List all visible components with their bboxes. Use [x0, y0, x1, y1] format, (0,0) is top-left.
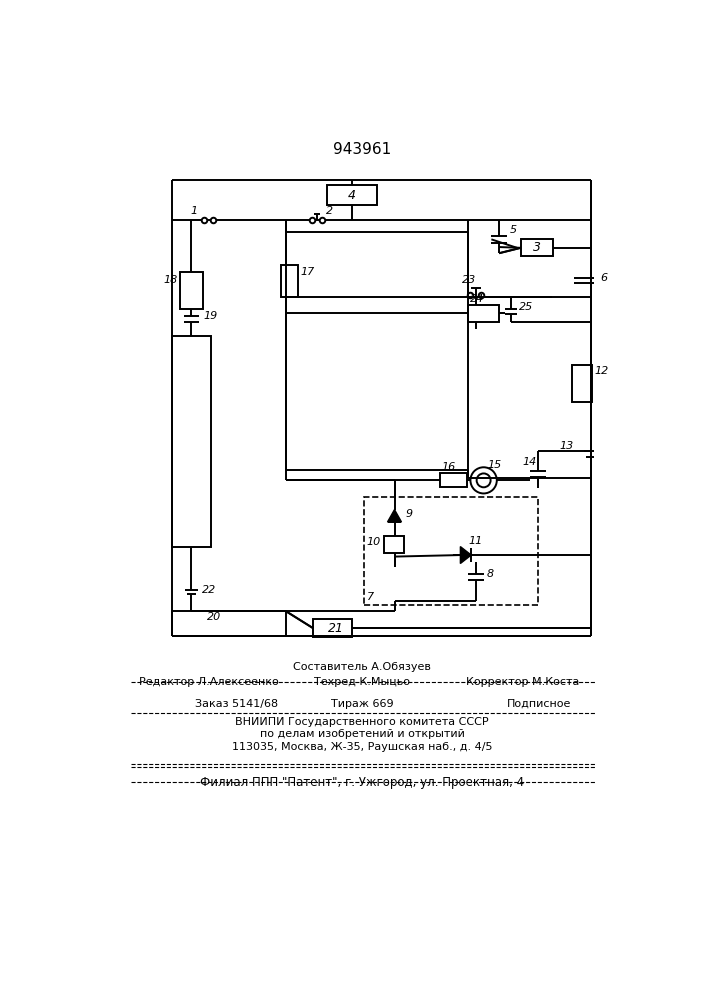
Bar: [281, 265, 298, 297]
Text: 15: 15: [488, 460, 502, 470]
Text: 6: 6: [600, 273, 607, 283]
Text: 10: 10: [366, 537, 380, 547]
Text: по делам изобретений и открытий: по делам изобретений и открытий: [259, 729, 464, 739]
Text: 943961: 943961: [333, 142, 391, 157]
Text: 5: 5: [510, 225, 517, 235]
Text: 22: 22: [202, 585, 216, 595]
Text: 11: 11: [468, 536, 482, 546]
Bar: [172, 336, 211, 547]
Bar: [327, 185, 378, 205]
Text: 23: 23: [462, 275, 477, 285]
Text: Составитель А.Обязуев: Составитель А.Обязуев: [293, 662, 431, 672]
Text: Подписное: Подписное: [507, 699, 571, 709]
Bar: [468, 305, 499, 322]
Bar: [440, 473, 467, 487]
Bar: [521, 239, 554, 256]
Text: 12: 12: [595, 366, 609, 376]
Text: Техред К.Мыцьо: Техред К.Мыцьо: [314, 677, 410, 687]
Circle shape: [477, 473, 491, 487]
Text: 14: 14: [522, 457, 537, 467]
Bar: [313, 619, 352, 637]
Polygon shape: [460, 547, 472, 564]
Bar: [572, 365, 592, 402]
Text: 16: 16: [442, 462, 456, 472]
Polygon shape: [387, 510, 402, 522]
Text: 17: 17: [300, 267, 315, 277]
Text: 8: 8: [486, 569, 494, 579]
Text: 24: 24: [469, 294, 484, 304]
Text: 4: 4: [348, 189, 356, 202]
Text: 3: 3: [533, 241, 541, 254]
Bar: [384, 536, 404, 553]
Text: 9: 9: [405, 509, 412, 519]
Text: 19: 19: [204, 311, 218, 321]
Text: Редактор Л.Алексеенко: Редактор Л.Алексеенко: [139, 677, 279, 687]
Text: 13: 13: [559, 441, 573, 451]
Text: Филиал ППП "Патент", г. Ужгород, ул. Проектная, 4: Филиал ППП "Патент", г. Ужгород, ул. Про…: [200, 776, 524, 789]
Circle shape: [470, 467, 497, 493]
Text: 1: 1: [190, 206, 198, 216]
Text: ВНИИПИ Государственного комитета СССР: ВНИИПИ Государственного комитета СССР: [235, 717, 489, 727]
Text: Заказ 5141/68: Заказ 5141/68: [195, 699, 279, 709]
Text: 18: 18: [163, 275, 177, 285]
Text: 7: 7: [368, 592, 375, 602]
Text: 25: 25: [518, 302, 533, 312]
Text: 21: 21: [328, 622, 344, 635]
Text: Тираж 669: Тираж 669: [331, 699, 393, 709]
Text: 2: 2: [327, 206, 334, 216]
Text: 20: 20: [207, 612, 221, 622]
Text: 113035, Москва, Ж-35, Раушская наб., д. 4/5: 113035, Москва, Ж-35, Раушская наб., д. …: [232, 742, 492, 752]
Bar: [363, 497, 538, 605]
Bar: [180, 272, 203, 309]
Text: Корректор М.Коста: Корректор М.Коста: [466, 677, 579, 687]
